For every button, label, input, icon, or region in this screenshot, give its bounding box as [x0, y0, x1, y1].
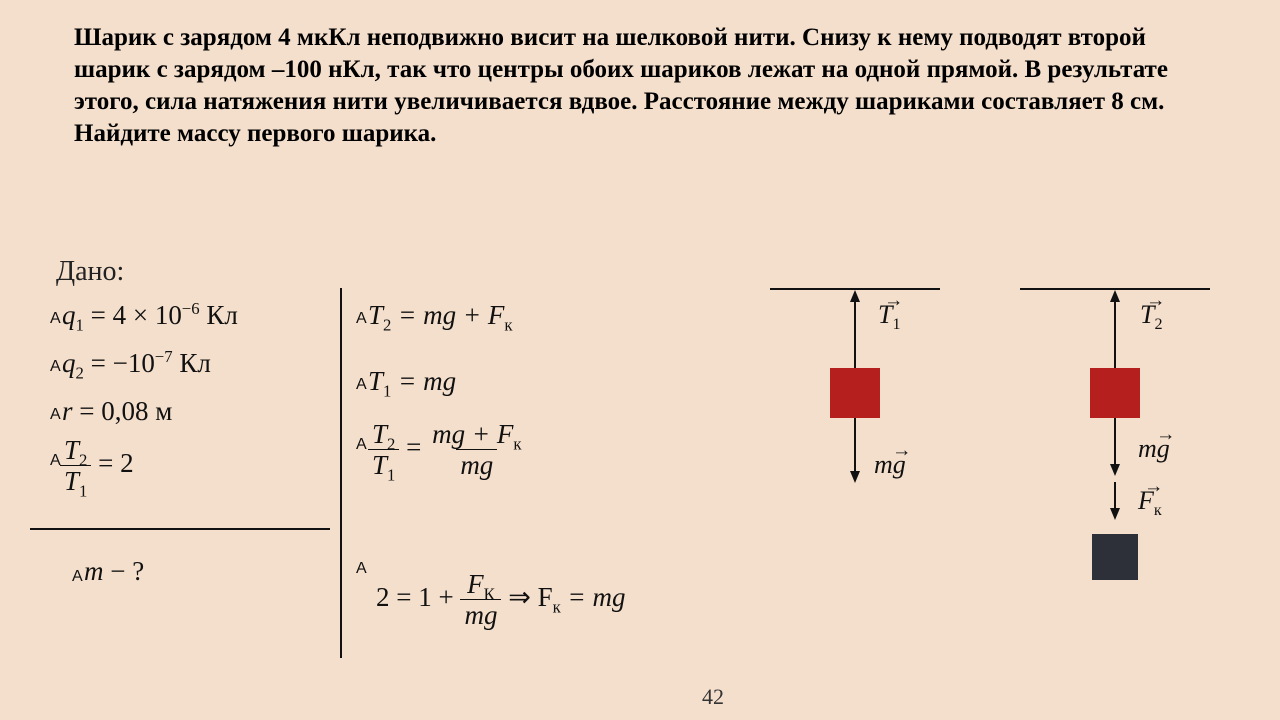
bullet-glyph: A	[72, 568, 83, 586]
given-q1: q1 = 4 × 10−6 Кл	[62, 300, 238, 331]
given-q2: q2 = −10−7 Кл	[62, 348, 211, 379]
d1-tension-arrowhead	[850, 290, 860, 302]
given-ratio: T2 T1 = 2	[60, 436, 134, 496]
d2-mass-bottom	[1092, 534, 1138, 580]
d2-mg-arrowhead	[1110, 464, 1120, 476]
bullet-glyph: A	[50, 310, 61, 328]
bullet-glyph: A	[50, 358, 61, 376]
d1-mass	[830, 368, 880, 418]
given-divider	[30, 528, 330, 530]
given-label: Дано:	[56, 256, 124, 288]
sol-line2: T1 = mg	[368, 366, 456, 397]
d2-mg-line	[1114, 418, 1116, 466]
d2-label-mg: →mg	[1138, 434, 1170, 464]
d2-fk-line	[1114, 482, 1116, 510]
column-divider	[340, 288, 342, 658]
sol-line3: T2 T1 = mg + Fк mg	[368, 420, 526, 480]
d2-mass-top	[1090, 368, 1140, 418]
d2-label-t2: →T2	[1140, 300, 1163, 330]
bullet-glyph: A	[356, 376, 367, 394]
given-r: r = 0,08 м	[62, 396, 172, 427]
problem-statement: Шарик с зарядом 4 мкКл неподвижно висит …	[74, 22, 1204, 150]
d1-mg-arrowhead	[850, 471, 860, 483]
bullet-glyph: A	[356, 560, 367, 578]
d2-label-fk: →Fк	[1138, 486, 1162, 516]
given-find: m − ?	[84, 556, 144, 587]
d2-fk-arrowhead	[1110, 508, 1120, 520]
d1-mg-line	[854, 418, 856, 473]
d2-tension-line	[1114, 300, 1116, 370]
bullet-glyph: A	[356, 310, 367, 328]
sol-line4: 2 = 1 + FК mg ⇒ Fк = mg	[376, 570, 625, 630]
d1-label-t1: →T1	[878, 300, 901, 330]
bullet-glyph: A	[356, 436, 367, 454]
bullet-glyph: A	[50, 406, 61, 424]
page-number: 42	[702, 684, 724, 710]
d2-tension-arrowhead	[1110, 290, 1120, 302]
d1-label-mg: →mg	[874, 450, 906, 480]
d1-tension-line	[854, 300, 856, 370]
sol-line1: T2 = mg + Fк	[368, 300, 512, 331]
